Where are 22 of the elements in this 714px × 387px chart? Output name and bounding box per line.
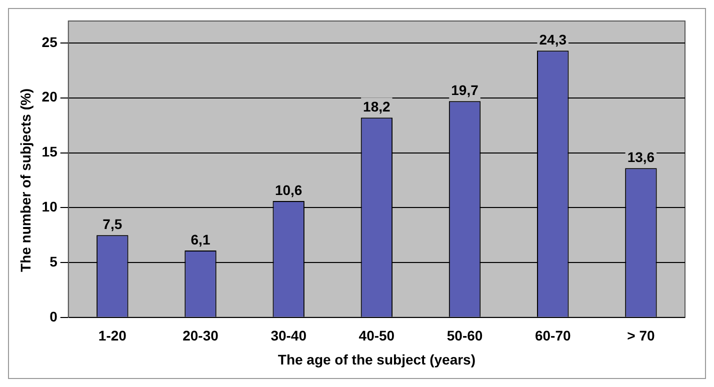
y-axis-title: The number of subjects (%) bbox=[17, 88, 34, 272]
y-tick-label: 10 bbox=[42, 198, 58, 214]
x-tick-label: 1-20 bbox=[98, 328, 127, 344]
data-label: 18,2 bbox=[363, 98, 391, 114]
y-tick-label: 5 bbox=[50, 253, 58, 270]
data-label: 13,6 bbox=[627, 148, 655, 165]
data-label: 7,5 bbox=[102, 216, 122, 232]
x-tick-label: 60-70 bbox=[534, 328, 571, 344]
x-tick-label: > 70 bbox=[627, 328, 655, 344]
y-tick-label: 0 bbox=[50, 308, 58, 324]
x-axis-title: The age of the subject (years) bbox=[278, 351, 476, 368]
y-tick-label: 25 bbox=[42, 34, 58, 50]
x-tick-label: 30-40 bbox=[270, 328, 307, 344]
x-tick-label: 50-60 bbox=[446, 328, 483, 344]
x-tick-label: 40-50 bbox=[358, 328, 395, 344]
data-label: 6,1 bbox=[190, 231, 210, 248]
data-label: 24,3 bbox=[539, 32, 567, 48]
y-tick-label: 15 bbox=[42, 144, 58, 160]
data-label: 19,7 bbox=[451, 82, 479, 98]
y-tick-label: 20 bbox=[42, 88, 58, 105]
x-tick-label: 20-30 bbox=[182, 328, 219, 344]
data-label: 10,6 bbox=[274, 182, 302, 198]
